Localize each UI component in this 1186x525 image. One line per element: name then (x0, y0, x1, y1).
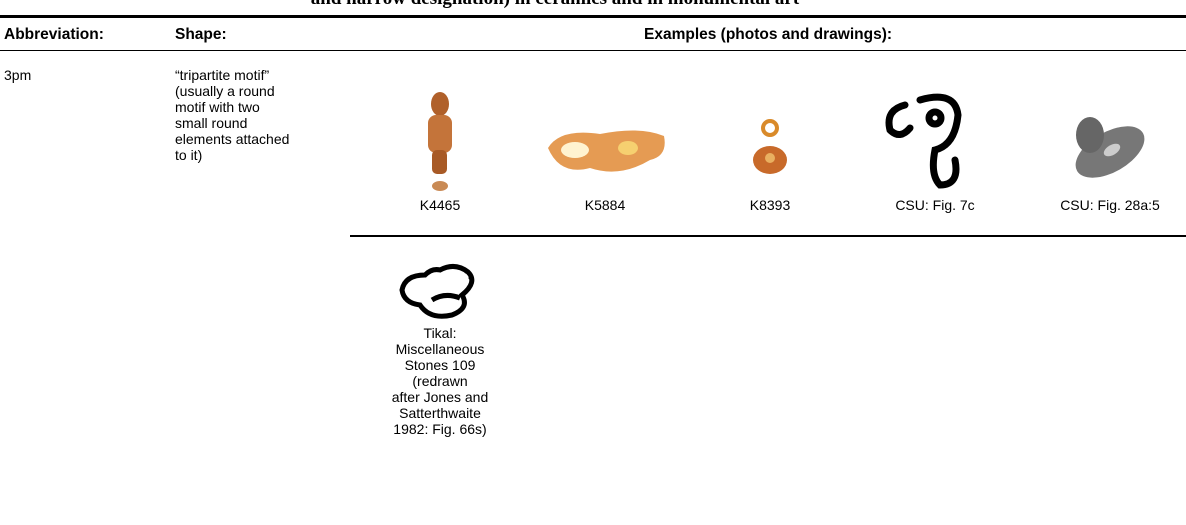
column-header: Abbreviation: (4, 26, 104, 43)
caption: K4465 (355, 197, 525, 213)
caption-line: Satterthwaite (399, 405, 481, 421)
caption-line: (redrawn (412, 373, 468, 389)
figure-csu-28a5 (1075, 117, 1145, 178)
caption: CSU: Fig. 7c (850, 197, 1020, 213)
title: and narrow designation) in ceramics and … (0, 0, 1110, 10)
shape-line: to it) (175, 147, 203, 163)
caption-line: Tikal: (423, 325, 457, 341)
caption-line: Miscellaneous (395, 341, 485, 357)
figure-k5884 (548, 130, 665, 172)
column-header: Examples (photos and drawings): (643, 26, 893, 43)
abbreviation: 3pm (4, 67, 32, 83)
shape-line: “tripartite motif” (175, 67, 270, 83)
figure-tikal (399, 264, 475, 319)
figure-csu-7c (885, 93, 962, 189)
caption: K8393 (685, 197, 855, 213)
caption: Tikal: Miscellaneous Stones 109 (redrawn aft… (355, 325, 525, 437)
shape-line: (usually a round (175, 83, 275, 99)
row-rule (350, 235, 1186, 237)
top-rule (0, 15, 1186, 18)
tikal-dots (458, 266, 472, 280)
column-header: Shape: (175, 26, 227, 43)
caption: CSU: Fig. 28a:5 (1025, 197, 1186, 213)
caption-line: 1982: Fig. 66s) (393, 421, 487, 437)
caption-line: K4465 (419, 197, 461, 213)
shape-description: “tripartite motif” (usually a round motif … (175, 67, 289, 163)
caption-line: K8393 (749, 197, 791, 213)
figure-k4465 (428, 92, 452, 191)
figure-k8393 (753, 119, 787, 174)
caption-line: CSU: Fig. 7c (895, 197, 975, 213)
shape-line: elements attached (175, 131, 290, 147)
caption-line: CSU: Fig. 28a:5 (1060, 197, 1160, 213)
shape-line: small round (175, 115, 248, 131)
caption-line: after Jones and (391, 389, 489, 405)
shape-line: motif with two (175, 99, 260, 115)
header-rule (0, 50, 1186, 51)
caption-line: Stones 109 (404, 357, 476, 373)
caption: K5884 (520, 197, 690, 213)
caption-line: K5884 (584, 197, 626, 213)
